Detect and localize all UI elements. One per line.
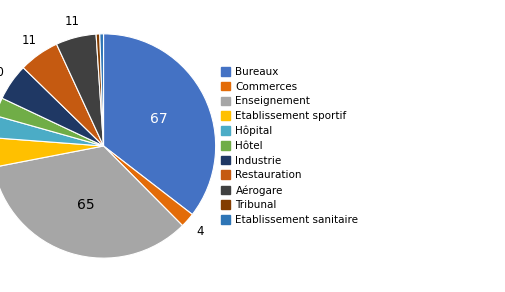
Wedge shape: [104, 34, 216, 214]
Wedge shape: [96, 34, 104, 146]
Wedge shape: [100, 34, 104, 146]
Legend: Bureaux, Commerces, Enseignement, Etablissement sportif, Hôpital, Hôtel, Industr: Bureaux, Commerces, Enseignement, Etabli…: [221, 67, 359, 225]
Wedge shape: [0, 116, 104, 146]
Text: 11: 11: [22, 34, 37, 47]
Text: 65: 65: [77, 198, 94, 212]
Wedge shape: [0, 138, 104, 167]
Wedge shape: [23, 44, 104, 146]
Wedge shape: [57, 34, 104, 146]
Wedge shape: [2, 68, 104, 146]
Text: 10: 10: [0, 66, 5, 79]
Text: 4: 4: [196, 225, 204, 238]
Text: 11: 11: [64, 15, 79, 27]
Wedge shape: [0, 98, 104, 146]
Text: 67: 67: [150, 112, 168, 126]
Wedge shape: [0, 146, 182, 258]
Wedge shape: [104, 146, 192, 226]
